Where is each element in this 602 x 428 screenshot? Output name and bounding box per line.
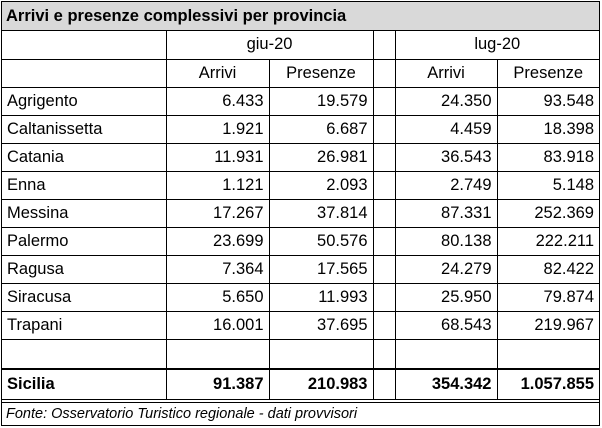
table-title: Arrivi e presenze complessivi per provin… (2, 2, 599, 31)
presenze-value: 83.918 (496, 142, 599, 172)
province-name: Messina (2, 198, 167, 228)
arrivi-value: 87.331 (394, 198, 498, 228)
gap-cell (372, 58, 396, 88)
province-name: Caltanissetta (2, 114, 167, 144)
arrivi-value: 36.543 (394, 142, 498, 172)
gap-cell (372, 310, 396, 340)
gap-cell (372, 142, 396, 172)
arrivi-value: 24.350 (394, 86, 498, 116)
arrivi-value: 91.387 (165, 368, 270, 400)
gap-cell (372, 31, 396, 60)
presenze-value: 11.993 (268, 282, 374, 312)
arrivi-value: 11.931 (165, 142, 270, 172)
period-header-row: giu-20 lug-20 (2, 31, 599, 60)
province-name: Catania (2, 142, 167, 172)
arrivi-value: 7.364 (165, 254, 270, 284)
presenze-value: 1.057.855 (496, 368, 599, 400)
gap-cell (372, 114, 396, 144)
table-row: Caltanissetta 1.921 6.687 4.459 18.398 (2, 114, 599, 144)
measure-header-arrivi: Arrivi (165, 58, 270, 88)
table-row: Catania 11.931 26.981 36.543 83.918 (2, 142, 599, 172)
arrivi-value: 2.749 (394, 170, 498, 200)
arrivi-value: 354.342 (394, 368, 498, 400)
header-empty-cell (2, 31, 167, 60)
measure-header-presenze: Presenze (496, 58, 599, 88)
gap-cell (372, 86, 396, 116)
gap-cell (372, 338, 396, 370)
province-name: Sicilia (2, 368, 167, 400)
empty-cell (165, 338, 270, 370)
province-name: Palermo (2, 226, 167, 256)
gap-cell (372, 170, 396, 200)
source-note: Fonte: Osservatorio Turistico regionale … (2, 402, 599, 425)
arrivi-value: 6.433 (165, 86, 270, 116)
total-row: Sicilia 91.387 210.983 354.342 1.057.855 (2, 368, 599, 400)
province-name: Trapani (2, 310, 167, 340)
measure-header-arrivi: Arrivi (394, 58, 498, 88)
empty-cell (496, 338, 599, 370)
presenze-value: 79.874 (496, 282, 599, 312)
arrivi-value: 1.121 (165, 170, 270, 200)
presenze-value: 5.148 (496, 170, 599, 200)
table-row: Messina 17.267 37.814 87.331 252.369 (2, 198, 599, 228)
presenze-value: 6.687 (268, 114, 374, 144)
measure-header-presenze: Presenze (268, 58, 374, 88)
empty-cell (2, 338, 167, 370)
period-header-jul: lug-20 (394, 31, 599, 60)
blank-row (2, 338, 599, 370)
measure-header-row: Arrivi Presenze Arrivi Presenze (2, 58, 599, 88)
province-name: Agrigento (2, 86, 167, 116)
table-row: Trapani 16.001 37.695 68.543 219.967 (2, 310, 599, 340)
gap-cell (372, 368, 396, 400)
province-name: Enna (2, 170, 167, 200)
presenze-value: 17.565 (268, 254, 374, 284)
gap-cell (372, 226, 396, 256)
presenze-value: 19.579 (268, 86, 374, 116)
province-name: Ragusa (2, 254, 167, 284)
table-row: Palermo 23.699 50.576 80.138 222.211 (2, 226, 599, 256)
period-header-jun: giu-20 (165, 31, 374, 60)
arrivi-value: 1.921 (165, 114, 270, 144)
arrivi-value: 25.950 (394, 282, 498, 312)
presenze-value: 37.814 (268, 198, 374, 228)
table-row: Agrigento 6.433 19.579 24.350 93.548 (2, 86, 599, 116)
arrivals-table: giu-20 lug-20 Arrivi Presenze Arrivi Pre… (2, 31, 599, 400)
presenze-value: 37.695 (268, 310, 374, 340)
presenze-value: 82.422 (496, 254, 599, 284)
presenze-value: 18.398 (496, 114, 599, 144)
presenze-value: 93.548 (496, 86, 599, 116)
gap-cell (372, 198, 396, 228)
gap-cell (372, 254, 396, 284)
presenze-value: 222.211 (496, 226, 599, 256)
header-empty-cell (2, 58, 167, 88)
presenze-value: 252.369 (496, 198, 599, 228)
empty-cell (268, 338, 374, 370)
arrivi-value: 24.279 (394, 254, 498, 284)
arrivi-value: 16.001 (165, 310, 270, 340)
table-row: Siracusa 5.650 11.993 25.950 79.874 (2, 282, 599, 312)
empty-cell (394, 338, 498, 370)
arrivi-value: 80.138 (394, 226, 498, 256)
arrivi-value: 5.650 (165, 282, 270, 312)
province-name: Siracusa (2, 282, 167, 312)
arrivi-value: 17.267 (165, 198, 270, 228)
arrivi-value: 4.459 (394, 114, 498, 144)
arrivi-value: 68.543 (394, 310, 498, 340)
gap-cell (372, 282, 396, 312)
presenze-value: 219.967 (496, 310, 599, 340)
presenze-value: 2.093 (268, 170, 374, 200)
presenze-value: 210.983 (268, 368, 374, 400)
table-row: Enna 1.121 2.093 2.749 5.148 (2, 170, 599, 200)
presenze-value: 26.981 (268, 142, 374, 172)
table-row: Ragusa 7.364 17.565 24.279 82.422 (2, 254, 599, 284)
arrivi-value: 23.699 (165, 226, 270, 256)
presenze-value: 50.576 (268, 226, 374, 256)
